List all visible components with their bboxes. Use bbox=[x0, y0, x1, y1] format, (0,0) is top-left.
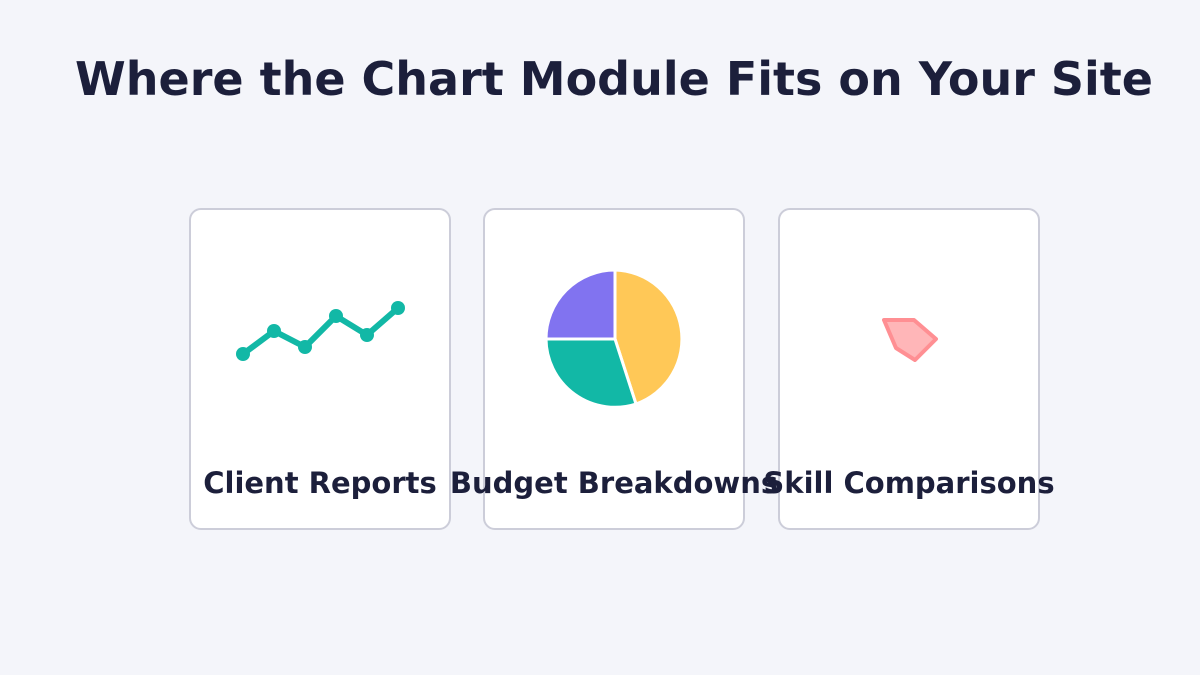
card-label-budget-breakdowns: Budget Breakdowns bbox=[449, 466, 779, 500]
page-title: Where the Chart Module Fits on Your Site bbox=[75, 52, 1153, 106]
card-label-client-reports: Client Reports bbox=[203, 466, 437, 500]
card-client-reports bbox=[189, 208, 451, 530]
card-label-skill-comparisons: Skill Comparisons bbox=[763, 466, 1055, 500]
card-skill-comparisons bbox=[778, 208, 1040, 530]
